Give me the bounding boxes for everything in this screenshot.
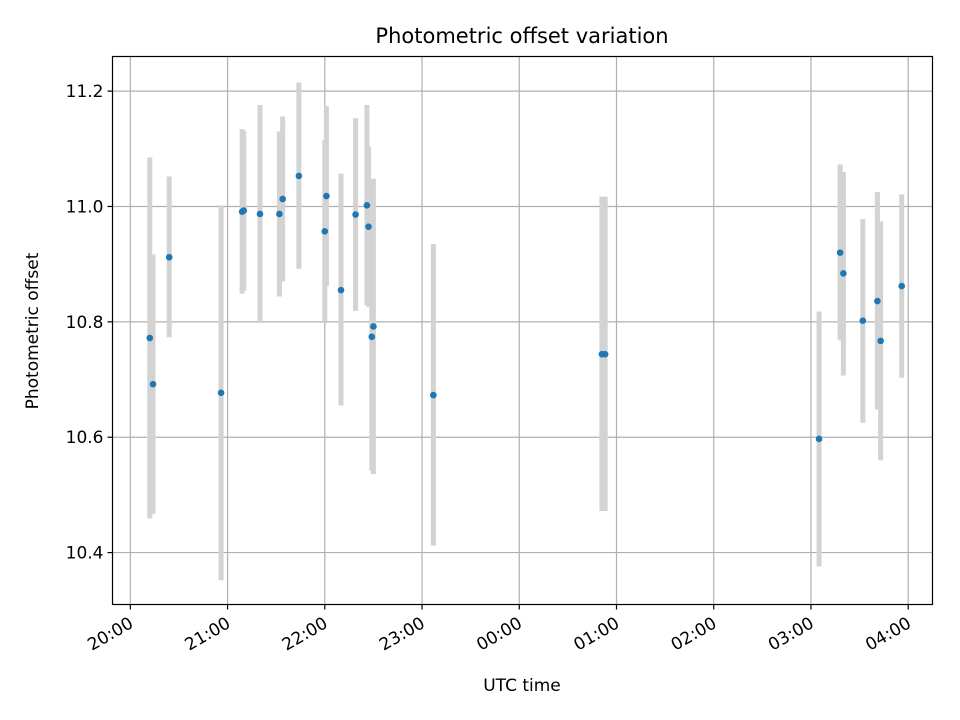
y-tick-label: 10.6 xyxy=(66,428,104,448)
data-points xyxy=(146,172,906,443)
data-point xyxy=(256,210,264,218)
data-point xyxy=(146,334,154,342)
data-point xyxy=(165,253,173,261)
gridlines xyxy=(112,56,933,605)
data-point xyxy=(240,207,248,214)
data-point xyxy=(601,350,609,358)
data-point xyxy=(276,210,283,218)
data-point xyxy=(836,249,844,256)
data-point xyxy=(898,282,906,290)
data-point xyxy=(430,391,437,399)
x-tick-label: 23:00 xyxy=(376,614,428,656)
x-tick-label: 21:00 xyxy=(182,614,234,656)
plot-area-frame xyxy=(111,55,934,606)
data-point xyxy=(874,297,881,305)
y-tick-label: 10.4 xyxy=(66,544,104,564)
y-tick-label: 11.0 xyxy=(66,197,104,217)
x-tick-label: 22:00 xyxy=(279,614,331,656)
data-point xyxy=(877,337,884,345)
data-point xyxy=(365,223,372,230)
x-tick-label: 03:00 xyxy=(765,614,817,656)
x-axis-ticks: 20:00 21:00 22:00 23:00 00:00 01:00 02:00 03:00… xyxy=(84,604,915,656)
data-point xyxy=(840,270,847,277)
x-axis-label: UTC time xyxy=(483,676,561,696)
x-tick-label: 20:00 xyxy=(84,614,136,656)
errorbars xyxy=(147,82,905,581)
data-point xyxy=(352,211,359,218)
data-point xyxy=(859,317,867,324)
data-point xyxy=(370,323,377,330)
x-tick-label: 01:00 xyxy=(571,614,623,656)
data-point xyxy=(217,389,225,397)
y-tick-label: 10.8 xyxy=(66,313,104,333)
data-point xyxy=(279,195,286,203)
chart-title: Photometric offset variation xyxy=(375,24,668,48)
data-point xyxy=(295,172,303,180)
data-point xyxy=(815,435,823,443)
y-tick-label: 11.2 xyxy=(66,82,104,102)
data-point xyxy=(323,192,330,200)
data-point xyxy=(368,333,376,341)
x-tick-label: 02:00 xyxy=(668,614,720,656)
x-tick-label: 00:00 xyxy=(473,614,525,656)
x-tick-label: 04:00 xyxy=(862,614,914,656)
y-axis-ticks: 10.4 10.6 10.8 11.0 11.2 xyxy=(66,82,113,564)
data-point xyxy=(363,202,371,209)
y-axis-label: Photometric offset xyxy=(23,252,43,409)
data-point xyxy=(321,227,329,235)
data-point xyxy=(337,286,345,294)
data-point xyxy=(149,380,157,388)
